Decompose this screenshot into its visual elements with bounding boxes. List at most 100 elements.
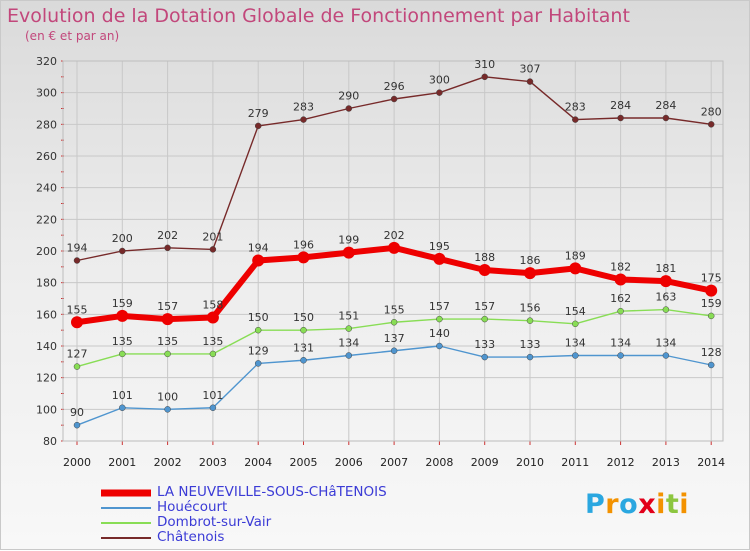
y-tick-label: 100 <box>36 403 57 416</box>
data-label: 182 <box>610 261 631 274</box>
data-label: 283 <box>293 101 314 114</box>
data-point <box>390 319 398 326</box>
data-label: 194 <box>248 242 269 255</box>
data-point <box>481 315 488 323</box>
data-label: 100 <box>157 390 178 403</box>
data-point <box>71 316 83 329</box>
data-point <box>209 350 217 358</box>
x-tick-label: 2011 <box>561 456 589 469</box>
y-tick-label: 280 <box>36 118 57 131</box>
data-point <box>342 246 355 259</box>
data-point <box>436 315 443 323</box>
x-tick-label: 2003 <box>199 456 227 469</box>
legend-swatch <box>101 506 151 509</box>
data-point <box>388 241 401 254</box>
data-point <box>705 284 718 297</box>
data-point <box>526 317 534 324</box>
data-label: 163 <box>655 291 676 304</box>
data-label: 134 <box>338 337 359 350</box>
data-point <box>254 122 262 130</box>
data-label: 194 <box>67 242 88 255</box>
x-tick-label: 2014 <box>697 456 725 469</box>
data-point <box>390 347 398 354</box>
x-tick-label: 2002 <box>154 456 182 469</box>
data-label: 135 <box>112 335 133 348</box>
legend-label: LA NEUVEVILLE-SOUS-CHâTENOIS <box>157 484 387 500</box>
legend-label: Châtenois <box>157 529 225 545</box>
data-label: 158 <box>202 299 223 312</box>
data-point <box>524 267 536 280</box>
data-label: 128 <box>701 346 722 359</box>
data-label: 101 <box>112 389 133 402</box>
legend-swatch <box>101 536 151 539</box>
data-point <box>572 352 579 359</box>
data-point <box>119 247 126 255</box>
data-point <box>252 254 265 267</box>
data-label: 196 <box>293 238 314 251</box>
brand-letter: i <box>656 489 666 520</box>
chart-legend: LA NEUVEVILLE-SOUS-CHâTENOIS Houécourt D… <box>101 485 461 545</box>
data-label: 135 <box>157 335 178 348</box>
x-tick-label: 2000 <box>63 456 91 469</box>
data-point <box>614 273 627 286</box>
data-point <box>209 404 217 411</box>
data-point <box>119 404 126 411</box>
data-point <box>436 342 443 350</box>
data-label: 133 <box>474 338 495 351</box>
data-point <box>569 262 582 275</box>
data-label: 129 <box>248 344 269 357</box>
x-tick-label: 2009 <box>471 456 499 469</box>
data-point <box>73 421 81 429</box>
data-point <box>707 312 715 320</box>
data-label: 296 <box>384 80 405 93</box>
data-label: 284 <box>655 99 676 112</box>
data-label: 159 <box>701 297 722 310</box>
y-tick-label: 260 <box>36 150 57 163</box>
data-label: 202 <box>157 229 178 242</box>
data-point <box>707 361 715 369</box>
x-tick-label: 2012 <box>607 456 635 469</box>
data-label: 310 <box>474 58 495 71</box>
x-tick-label: 2008 <box>425 456 453 469</box>
legend-item-houecourt: Houécourt <box>101 500 461 515</box>
legend-label: Dombrot-sur-Vair <box>157 514 272 530</box>
y-tick-label: 80 <box>43 435 57 448</box>
legend-swatch <box>101 521 151 524</box>
data-point <box>345 325 353 332</box>
data-point <box>526 353 534 361</box>
legend-item-la-neuveville: LA NEUVEVILLE-SOUS-CHâTENOIS <box>101 485 461 500</box>
data-label: 284 <box>610 99 631 112</box>
y-tick-label: 180 <box>36 277 57 290</box>
data-point <box>116 309 129 322</box>
data-point <box>164 350 171 358</box>
data-label: 154 <box>565 305 586 318</box>
data-label: 307 <box>520 63 541 76</box>
data-label: 188 <box>474 251 495 264</box>
data-label: 201 <box>202 230 223 243</box>
data-label: 150 <box>293 311 314 324</box>
brand-letter: r <box>605 489 620 520</box>
data-point <box>526 78 534 85</box>
brand-letter: i <box>679 489 690 520</box>
data-point <box>707 121 715 128</box>
data-label: 150 <box>248 311 269 324</box>
data-label: 155 <box>67 303 88 316</box>
data-label: 290 <box>338 90 359 103</box>
data-point <box>433 252 446 265</box>
plot-area <box>62 60 724 442</box>
data-point <box>300 326 307 334</box>
legend-item-chatenois: Châtenois <box>101 530 461 545</box>
brand-letter: P <box>585 489 606 520</box>
x-tick-label: 2013 <box>652 456 680 469</box>
data-point <box>481 73 488 81</box>
data-label: 134 <box>655 337 676 350</box>
proxiti-logo: Proxiti <box>585 489 689 520</box>
data-label: 202 <box>384 229 405 242</box>
data-point <box>161 313 174 326</box>
legend-label: Houécourt <box>157 499 228 515</box>
data-point <box>164 406 171 413</box>
data-label: 131 <box>293 341 314 354</box>
data-label: 279 <box>248 107 269 120</box>
data-label: 189 <box>565 249 586 262</box>
